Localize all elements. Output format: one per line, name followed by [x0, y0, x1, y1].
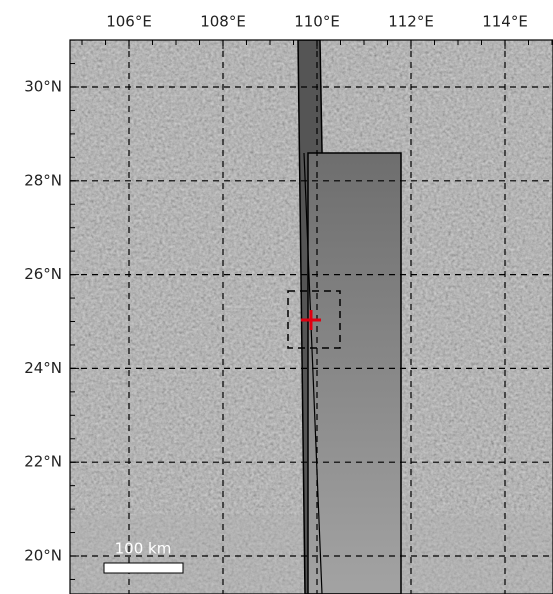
scale-bar-label: 100 km [115, 540, 172, 558]
image-strip-wide [308, 153, 401, 594]
lon-label: 110°E [294, 13, 340, 31]
lat-label: 26°N [24, 265, 62, 283]
lat-label: 20°N [24, 547, 62, 565]
lon-label: 114°E [482, 13, 528, 31]
lon-label: 112°E [388, 13, 434, 31]
scale-bar [104, 563, 183, 573]
lat-label: 28°N [24, 171, 62, 189]
lat-label: 22°N [24, 453, 62, 471]
lon-label: 106°E [106, 13, 152, 31]
lon-label: 108°E [200, 13, 246, 31]
map-figure: 100 km 106°E 108°E 110°E 112°E 114°E 30°N 28°N… [0, 0, 553, 594]
lat-label: 24°N [24, 359, 62, 377]
lat-label: 30°N [24, 78, 62, 96]
